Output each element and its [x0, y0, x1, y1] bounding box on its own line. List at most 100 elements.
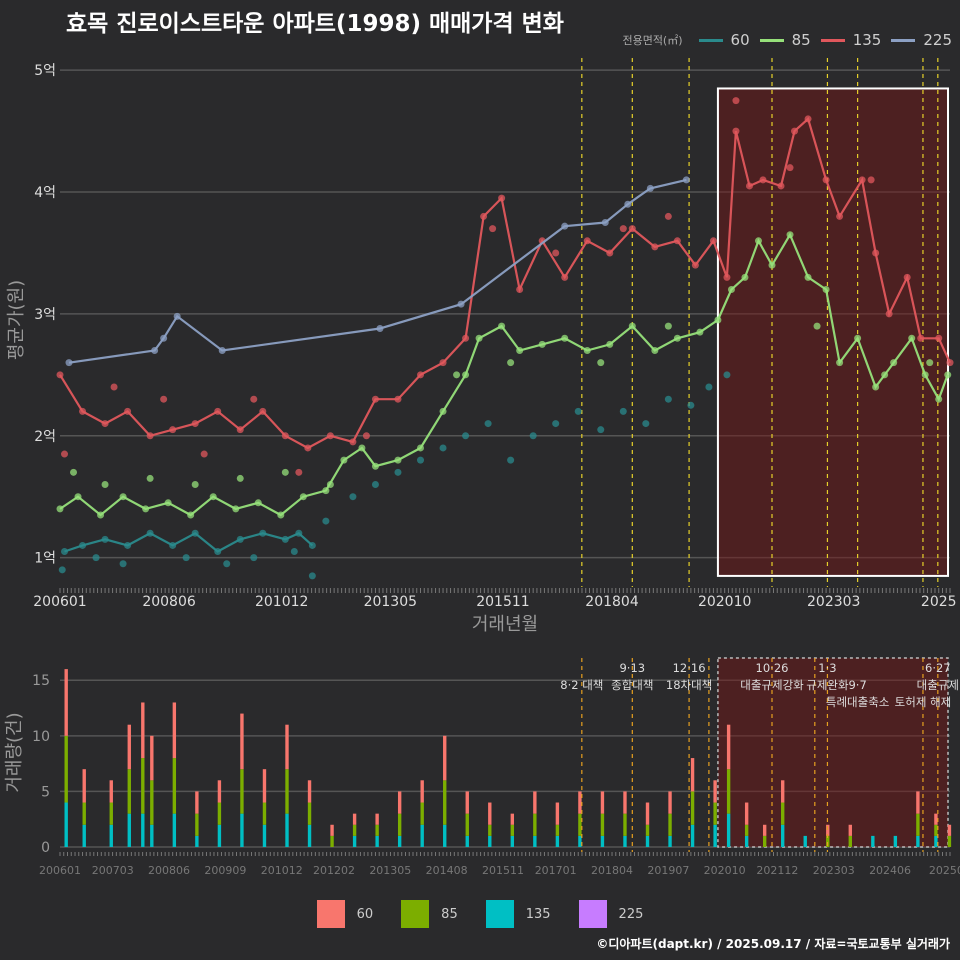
- y-tick-label: 3억: [34, 307, 56, 323]
- volume-bar: [762, 824, 767, 836]
- volume-bar: [150, 735, 154, 781]
- y-tick-label: 2억: [34, 429, 56, 445]
- x-tick-label: 20250: [929, 864, 960, 877]
- policy-annotation: 특례대출축소: [826, 695, 889, 709]
- legend-item-225: 225: [891, 31, 952, 49]
- legend-bottom: 60 85 135 225: [0, 900, 960, 928]
- scatter-point: [926, 359, 934, 367]
- scatter-point: [664, 322, 672, 330]
- legend-swatch-225: [578, 900, 607, 928]
- volume-bar: [352, 835, 357, 847]
- legend-label-225: 225: [923, 31, 952, 49]
- series-line: [59, 232, 949, 517]
- x-tick-label: 201012: [255, 594, 308, 610]
- y-tick-label: 5: [41, 784, 50, 800]
- volume-bar: [375, 835, 379, 847]
- chart-title: 효목 진로이스트타운 아파트(1998) 매매가격 변화: [66, 11, 564, 37]
- volume-bar: [826, 824, 830, 836]
- scatter-point: [70, 468, 78, 476]
- scatter-point: [250, 395, 258, 403]
- volume-bar: [871, 835, 875, 847]
- scatter-point: [223, 560, 231, 568]
- volume-bar: [726, 724, 731, 770]
- volume-bar: [172, 702, 177, 759]
- volume-bar: [217, 780, 222, 803]
- volume-bar: [690, 791, 695, 825]
- volume-bar: [64, 802, 68, 847]
- y-tick-label: 1억: [34, 551, 56, 567]
- x-tick-label: 202406: [869, 864, 911, 877]
- volume-bar: [109, 802, 113, 825]
- volume-bar: [600, 835, 605, 847]
- policy-annotation: 규제완화: [806, 678, 849, 692]
- volume-bar: [934, 824, 938, 836]
- scatter-point: [552, 249, 560, 257]
- scatter-point: [484, 420, 492, 428]
- legend-bottom-label-60: 60: [356, 906, 374, 922]
- volume-bar: [195, 791, 199, 814]
- legend-item-135: 135: [820, 31, 882, 49]
- volume-bar: [262, 802, 267, 825]
- series-225: [65, 176, 690, 367]
- volume-bar: [285, 769, 289, 814]
- volume-bar: [578, 835, 582, 847]
- x-tick-label: 201202: [313, 864, 355, 877]
- scatter-point: [597, 359, 605, 367]
- volume-bar: [510, 813, 515, 825]
- policy-annotation: 종합대책: [611, 678, 653, 692]
- legend-top: 전용면적(㎡) 60 85 135 225: [622, 31, 952, 49]
- volume-bar: [668, 791, 672, 814]
- scatter-point: [664, 212, 672, 220]
- volume-bar: [307, 780, 312, 803]
- volume-bar: [555, 835, 560, 847]
- volume-bar: [150, 824, 154, 847]
- volume-bar: [578, 813, 582, 836]
- legend-line-60: [698, 38, 723, 42]
- x-tick-label: 201408: [426, 864, 468, 877]
- volume-bar: [916, 835, 920, 847]
- volume-bar: [713, 780, 717, 803]
- volume-bar: [533, 835, 537, 847]
- legend-bottom-item-85: 85: [401, 900, 458, 928]
- legend-bottom-label-225: 225: [618, 906, 644, 922]
- scatter-point: [92, 554, 100, 562]
- volume-bar: [713, 824, 717, 847]
- legend-label-135: 135: [852, 31, 882, 49]
- policy-annotation: 대출규제강화: [740, 678, 804, 692]
- legend-item-60: 60: [698, 31, 750, 49]
- volume-bar: [82, 824, 86, 847]
- x-tick-label: 201804: [585, 594, 639, 610]
- scatter-point: [119, 560, 127, 568]
- scatter-point: [295, 468, 303, 476]
- volume-bar: [141, 702, 145, 759]
- x-tick-label: 201511: [482, 864, 524, 877]
- volume-bar: [465, 791, 469, 814]
- volume-bar: [578, 791, 582, 814]
- scatter-point: [529, 432, 537, 440]
- policy-annotation: 10·26: [756, 661, 789, 675]
- legend-bottom-label-135: 135: [525, 906, 551, 922]
- x-tick-label: 200601: [33, 594, 86, 610]
- volume-bar: [947, 824, 952, 836]
- volume-bar: [533, 813, 537, 836]
- volume-bar: [623, 791, 627, 814]
- scatter-point: [58, 566, 66, 574]
- scatter-point: [597, 426, 605, 434]
- volume-bar: [934, 835, 938, 847]
- series-85: [56, 231, 952, 519]
- volume-bar: [443, 780, 447, 825]
- scatter-point: [723, 371, 731, 379]
- x-tick-label: 201701: [535, 864, 577, 877]
- y-tick-label: 0: [41, 840, 50, 856]
- volume-bar: [127, 769, 131, 814]
- volume-bar: [726, 769, 731, 814]
- volume-bar: [781, 802, 785, 825]
- volume-bar: [150, 780, 154, 825]
- legend-item-85: 85: [759, 31, 811, 49]
- scatter-point: [290, 548, 298, 556]
- volume-bar: [510, 835, 515, 847]
- x-tick-label: 201511: [476, 594, 529, 610]
- volume-chart: 0 5 10 15 8·2 대책 9·13 종합대책 12·16 18차대책 10·26 대출규제강…: [4, 657, 960, 877]
- legend-bottom-item-60: 60: [316, 900, 374, 928]
- volume-bar: [352, 813, 357, 825]
